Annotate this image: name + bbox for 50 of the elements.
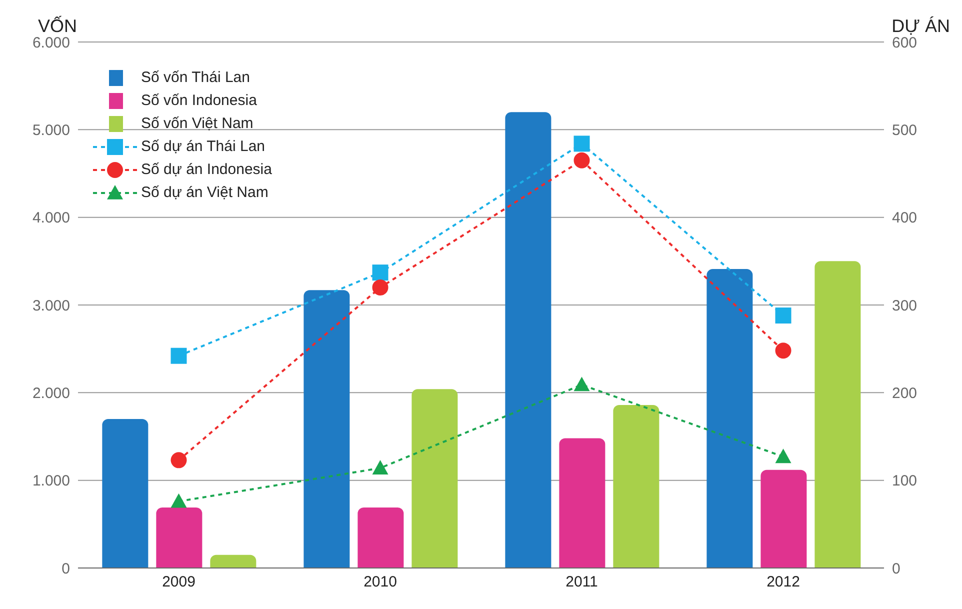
- legend-label: Số dự án Indonesia: [141, 160, 272, 180]
- point: [775, 448, 792, 464]
- bar: [760, 470, 807, 568]
- y2-tick-label: 400: [892, 210, 918, 227]
- y-tick-label: 0: [62, 560, 70, 578]
- y2-tick-label: 300: [892, 297, 918, 314]
- x-tick-label: 2009: [162, 574, 196, 591]
- point: [170, 348, 187, 364]
- y-axis-title: VỐN: [38, 16, 78, 37]
- legend-label: Số vốn Việt Nam: [141, 114, 254, 134]
- bar: [156, 508, 202, 568]
- point: [372, 264, 388, 281]
- bar: [559, 438, 606, 568]
- point: [574, 152, 590, 168]
- legend-label: Số vốn Thái Lan: [141, 68, 250, 88]
- y2-tick-label: 100: [892, 472, 918, 490]
- y2-tick-label: 500: [892, 122, 918, 139]
- legend-label: Số dự án Thái Lan: [141, 137, 266, 157]
- bar: [304, 290, 350, 568]
- point: [775, 342, 792, 359]
- point: [574, 136, 590, 152]
- y2-tick-label: 0: [892, 560, 900, 578]
- bar: [358, 508, 404, 568]
- legend-label: Số vốn Indonesia: [141, 91, 257, 111]
- x-tick-label: 2011: [566, 574, 598, 591]
- bar: [412, 389, 458, 568]
- y2-tick-label: 600: [892, 34, 918, 52]
- point: [574, 376, 590, 392]
- point: [372, 279, 388, 296]
- legend-label: Số dự án Việt Nam: [141, 183, 268, 203]
- bar: [102, 418, 148, 568]
- point: [775, 308, 792, 324]
- x-tick-label: 2012: [766, 574, 800, 591]
- x-tick-label: 2010: [364, 574, 397, 591]
- bar: [505, 112, 552, 568]
- bar: [706, 269, 753, 568]
- y-tick-label: 6.000: [32, 34, 70, 52]
- y-tick-label: 4.000: [32, 210, 70, 227]
- bar: [210, 554, 256, 568]
- bar: [613, 404, 660, 568]
- y-tick-label: 3.000: [32, 297, 70, 314]
- point: [372, 460, 388, 474]
- bar: [814, 261, 861, 568]
- point: [170, 452, 187, 468]
- y2-tick-label: 200: [892, 384, 918, 402]
- y-tick-label: 1.000: [32, 472, 70, 490]
- point: [170, 493, 187, 508]
- y2-axis-title: DỰ ÁN: [892, 16, 950, 37]
- y-tick-label: 2.000: [32, 384, 70, 402]
- y-tick-label: 5.000: [32, 122, 70, 139]
